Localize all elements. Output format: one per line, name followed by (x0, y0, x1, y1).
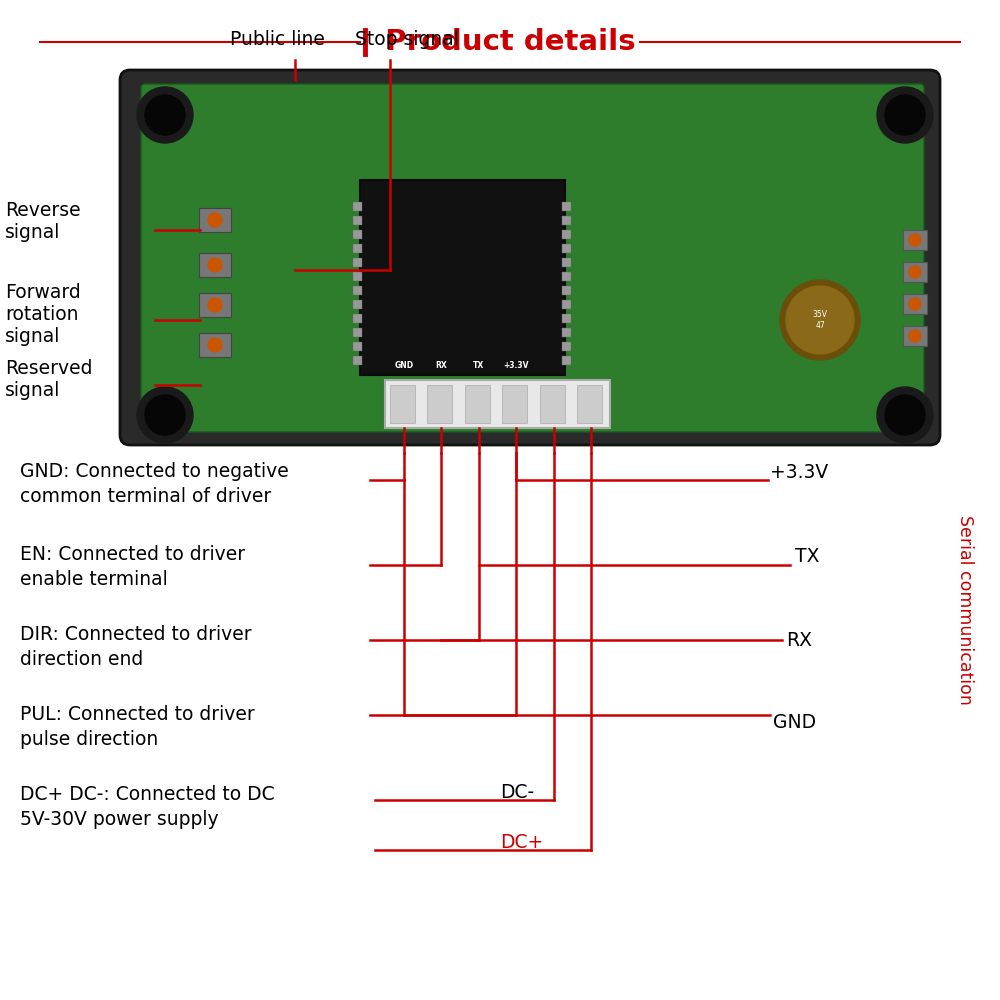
Text: Stop signal: Stop signal (355, 30, 459, 49)
Circle shape (909, 330, 921, 342)
Bar (353, 356, 362, 365)
Text: DC+ DC-: Connected to DC
5V-30V power supply: DC+ DC-: Connected to DC 5V-30V power su… (20, 785, 275, 829)
Bar (903, 262, 927, 282)
Bar (353, 230, 362, 239)
Bar (353, 216, 362, 225)
Text: DC-: DC- (500, 782, 534, 802)
Text: RX: RX (786, 631, 812, 650)
Bar (353, 258, 362, 267)
Circle shape (137, 87, 193, 143)
Text: RX: RX (435, 361, 447, 370)
Circle shape (137, 387, 193, 443)
Bar (199, 293, 231, 317)
Circle shape (208, 258, 222, 272)
Circle shape (786, 286, 854, 354)
Circle shape (909, 266, 921, 278)
Bar (427, 385, 452, 423)
Bar (502, 385, 527, 423)
Text: Reserved
signal: Reserved signal (5, 360, 92, 400)
Bar (353, 300, 362, 309)
Bar (562, 286, 571, 295)
Bar (562, 300, 571, 309)
Bar (540, 385, 565, 423)
Text: Product details: Product details (365, 28, 635, 56)
Circle shape (877, 87, 933, 143)
Bar (562, 202, 571, 211)
Bar (562, 244, 571, 253)
Bar (199, 208, 231, 232)
Circle shape (145, 395, 185, 435)
Circle shape (145, 95, 185, 135)
Bar (903, 294, 927, 314)
Bar (385, 380, 610, 428)
Text: Serial communication: Serial communication (956, 515, 974, 705)
Bar (562, 258, 571, 267)
Text: +3.3V: +3.3V (770, 462, 828, 482)
Text: GND: Connected to negative
common terminal of driver: GND: Connected to negative common termin… (20, 462, 289, 506)
Text: 35V
47: 35V 47 (812, 310, 828, 330)
Text: EN: Connected to driver
enable terminal: EN: Connected to driver enable terminal (20, 545, 245, 589)
Text: Reverse
signal: Reverse signal (5, 202, 81, 242)
Bar (465, 385, 490, 423)
Text: GND: GND (773, 712, 816, 732)
Bar (562, 328, 571, 337)
Bar (562, 216, 571, 225)
Circle shape (885, 395, 925, 435)
Circle shape (208, 338, 222, 352)
Text: GND: GND (394, 361, 413, 370)
Bar (353, 272, 362, 281)
Bar (562, 230, 571, 239)
FancyBboxPatch shape (120, 70, 940, 445)
Text: TX: TX (795, 548, 820, 566)
Text: TX: TX (473, 361, 484, 370)
Circle shape (208, 213, 222, 227)
Text: Forward
rotation
signal: Forward rotation signal (5, 282, 81, 346)
Bar (562, 272, 571, 281)
Circle shape (909, 234, 921, 246)
Text: DC+: DC+ (500, 832, 543, 852)
Text: Public line: Public line (230, 30, 325, 49)
Text: PUL: Connected to driver
pulse direction: PUL: Connected to driver pulse direction (20, 705, 255, 749)
Bar (903, 230, 927, 250)
Circle shape (877, 387, 933, 443)
Bar (562, 356, 571, 365)
Bar (199, 333, 231, 357)
Bar (353, 286, 362, 295)
Circle shape (909, 298, 921, 310)
Bar (562, 342, 571, 351)
Bar (353, 202, 362, 211)
Text: +3.3V: +3.3V (504, 361, 529, 370)
Text: DIR: Connected to driver
direction end: DIR: Connected to driver direction end (20, 625, 252, 669)
Bar (353, 342, 362, 351)
Bar (562, 314, 571, 323)
Bar (903, 326, 927, 346)
FancyBboxPatch shape (141, 84, 924, 432)
Circle shape (885, 95, 925, 135)
Bar (390, 385, 415, 423)
Bar (353, 328, 362, 337)
Bar (577, 385, 602, 423)
Bar (360, 180, 565, 375)
Bar (353, 244, 362, 253)
Circle shape (780, 280, 860, 360)
Circle shape (208, 298, 222, 312)
Bar (353, 314, 362, 323)
Bar (199, 253, 231, 277)
